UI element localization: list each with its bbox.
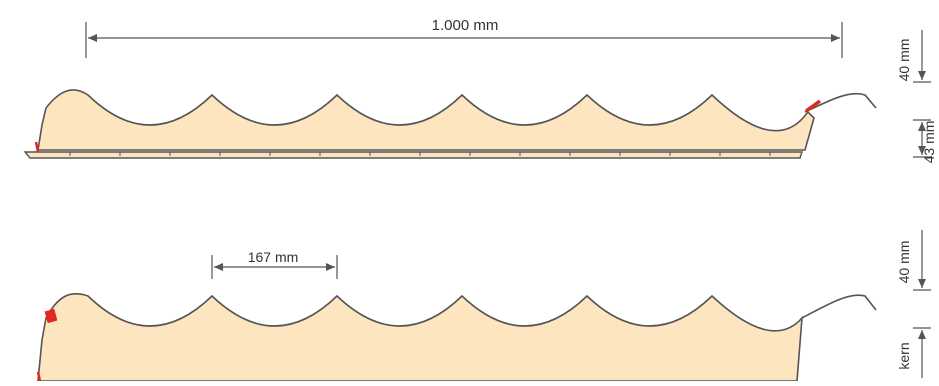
- bottom-panel-overlap-lip: [801, 294, 877, 319]
- top-panel-liner: [23, 151, 803, 159]
- top-panel: 1.000 mm 40 mm 43 mm: [23, 17, 937, 164]
- top-panel-body: [37, 89, 815, 151]
- bottom-panel-seal-left: [44, 308, 58, 324]
- width-dimension-label: 1.000 mm: [432, 17, 499, 34]
- bottom-rib-height-label: 40 mm: [896, 241, 912, 284]
- pitch-dimension-label: 167 mm: [248, 249, 299, 265]
- top-panel-overlap-lip: [804, 92, 877, 113]
- bottom-panel-seal-bottom: [36, 371, 42, 382]
- bottom-panel: 167 mm 40 mm kern: [36, 230, 931, 382]
- top-panel-seal-right: [804, 99, 822, 113]
- thickness-label: 43 mm: [921, 121, 937, 164]
- top-rib-height-label: 40 mm: [896, 39, 912, 82]
- bottom-panel-body: [37, 293, 803, 382]
- top-panel-liner-ticks: [69, 152, 771, 156]
- core-label: kern: [896, 342, 912, 369]
- top-panel-seal-left: [34, 141, 40, 153]
